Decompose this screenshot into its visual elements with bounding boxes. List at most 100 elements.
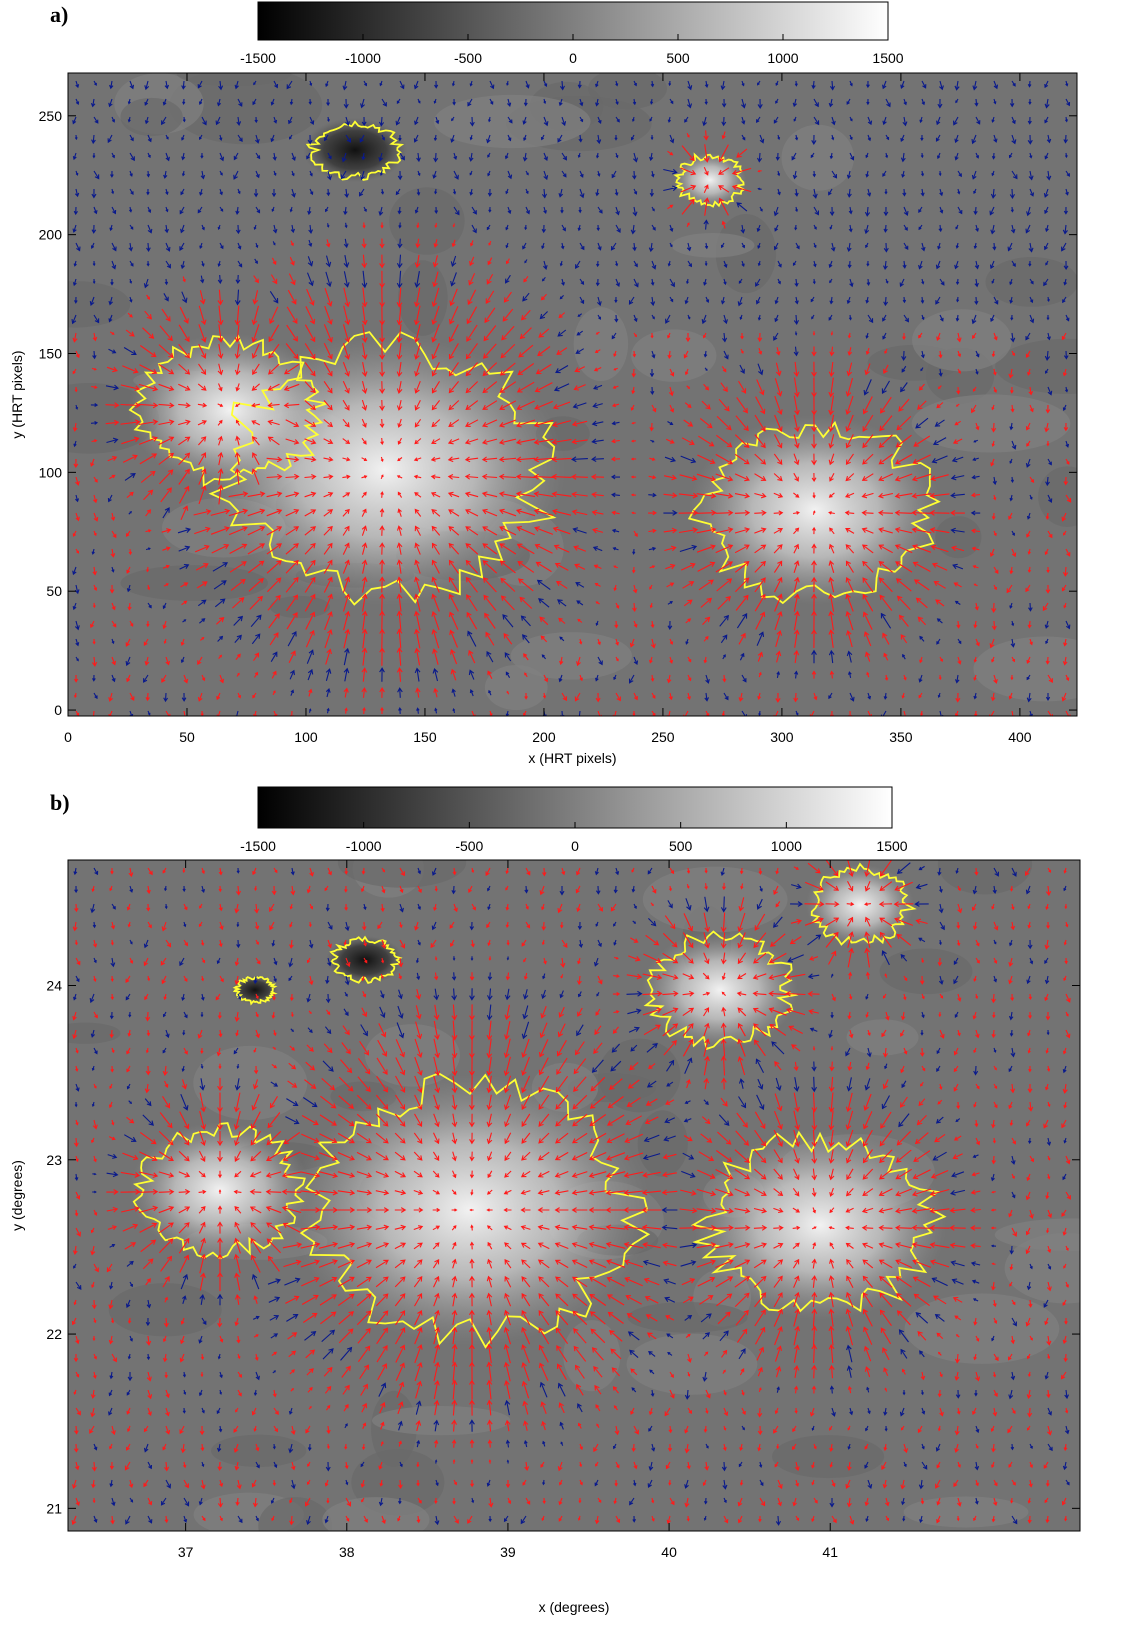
x-tick-label: 50 xyxy=(179,729,195,745)
image-patch xyxy=(995,338,1077,394)
x-tick-label: 37 xyxy=(178,1544,194,1560)
plot-frame xyxy=(67,859,1081,1532)
image-patch xyxy=(911,394,1071,453)
colorbar-tick-label: -500 xyxy=(455,838,483,854)
contour xyxy=(329,935,403,984)
image-patch xyxy=(258,1497,333,1531)
x-tick-label: 400 xyxy=(1008,729,1032,745)
y-tick-label: 50 xyxy=(46,583,62,599)
field-arrows-blue xyxy=(71,80,1071,716)
y-axis-label: y (HRT pixels) xyxy=(9,350,25,438)
image-patch xyxy=(626,1333,758,1395)
image-patch xyxy=(935,516,982,559)
y-tick-label: 22 xyxy=(46,1326,62,1342)
x-tick-label: 200 xyxy=(532,729,556,745)
y-tick-label: 150 xyxy=(39,345,63,361)
y-tick-label: 100 xyxy=(39,464,63,480)
contour xyxy=(672,152,746,208)
colorbar-tick-label: -500 xyxy=(454,50,482,66)
field-arrows-blue xyxy=(73,862,1070,1526)
bright-region xyxy=(689,415,941,605)
image-patch xyxy=(193,1045,308,1120)
bright-region xyxy=(128,333,332,487)
image-patch xyxy=(269,595,331,619)
image-patch xyxy=(1004,1232,1080,1304)
image-patch xyxy=(631,329,717,382)
image-patch xyxy=(642,866,788,933)
colorbar-tick-label: -1000 xyxy=(345,50,381,66)
image-patch xyxy=(973,636,1077,702)
colorbar-tick-label: 500 xyxy=(666,50,690,66)
image-patch xyxy=(879,948,973,995)
x-tick-label: 350 xyxy=(889,729,913,745)
image-patch xyxy=(627,1302,748,1333)
image-patch xyxy=(398,260,448,336)
image-patch xyxy=(904,1293,1060,1364)
colorbar xyxy=(257,1,889,41)
image-patch xyxy=(772,1435,885,1479)
colorbar-tick-label: 0 xyxy=(571,838,579,854)
colorbar-tick-label: 500 xyxy=(669,838,693,854)
image-patch xyxy=(371,1405,511,1436)
image-patch xyxy=(211,1434,307,1467)
image-patch xyxy=(671,232,755,258)
contour xyxy=(305,120,405,181)
image-patch xyxy=(510,632,633,680)
image-patch xyxy=(120,97,183,137)
colorbar-tick-label: 1500 xyxy=(876,838,907,854)
magnetogram xyxy=(68,73,1077,716)
image-patch xyxy=(484,664,548,711)
x-tick-label: 150 xyxy=(413,729,437,745)
contour xyxy=(208,331,557,606)
image-patch xyxy=(903,1496,1029,1528)
image-patch xyxy=(322,1497,430,1531)
panel-label: b) xyxy=(50,790,70,815)
contour xyxy=(643,930,799,1051)
panel-label: a) xyxy=(50,2,68,27)
image-patch xyxy=(68,281,131,328)
colorbar-tick-label: -1000 xyxy=(346,838,382,854)
image-patch xyxy=(912,309,1012,372)
x-tick-label: 39 xyxy=(500,1544,516,1560)
colorbar xyxy=(257,786,893,829)
y-tick-label: 23 xyxy=(46,1152,62,1168)
x-tick-label: 300 xyxy=(770,729,794,745)
x-tick-label: 41 xyxy=(822,1544,838,1560)
colorbar-tick-label: 0 xyxy=(569,50,577,66)
image-patch xyxy=(169,73,323,145)
field-arrows-red xyxy=(72,130,1072,716)
image-patch xyxy=(68,1022,121,1044)
colorbar-tick-label: 1000 xyxy=(771,838,802,854)
contour xyxy=(690,1130,947,1313)
image-patch xyxy=(637,1110,688,1177)
image-patch xyxy=(588,73,667,110)
image-patch xyxy=(176,73,292,87)
image-patch xyxy=(937,860,1033,895)
x-axis-label: x (degrees) xyxy=(539,1599,610,1615)
dark-region xyxy=(303,118,407,182)
bright-region xyxy=(674,153,746,207)
plot-frame xyxy=(67,72,1078,717)
image-patch xyxy=(573,307,629,382)
colorbar-tick-label: -1500 xyxy=(240,50,276,66)
y-axis-label: y (degrees) xyxy=(9,1160,25,1231)
image-patch xyxy=(365,1024,460,1087)
x-tick-label: 250 xyxy=(651,729,675,745)
colorbar-tick-label: -1500 xyxy=(240,838,276,854)
y-tick-label: 250 xyxy=(39,108,63,124)
bright-region xyxy=(642,931,798,1049)
image-patch xyxy=(715,214,777,294)
x-tick-label: 38 xyxy=(339,1544,355,1560)
y-tick-label: 21 xyxy=(46,1500,62,1516)
y-tick-label: 200 xyxy=(39,227,63,243)
contour xyxy=(232,976,278,1006)
bright-region xyxy=(694,1130,946,1320)
image-patch xyxy=(563,1320,621,1392)
colorbar-tick-label: 1500 xyxy=(872,50,903,66)
image-patch xyxy=(598,1038,681,1113)
field-arrows-red xyxy=(71,860,1071,1526)
colorbar-tick-label: 1000 xyxy=(767,50,798,66)
image-patch xyxy=(846,1019,919,1056)
image-patch xyxy=(120,565,269,601)
